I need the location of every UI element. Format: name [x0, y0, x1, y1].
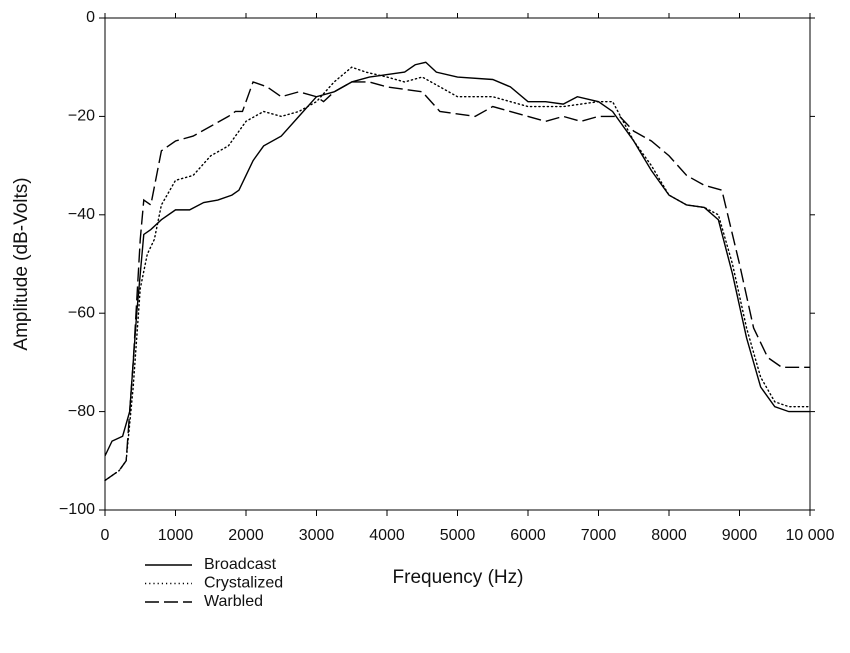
series-line	[104, 66, 811, 482]
x-axis-title: Frequency (Hz)	[393, 567, 524, 588]
y-tick-label: 0	[86, 9, 95, 26]
series-line	[104, 81, 810, 482]
x-tick-label: 2000	[228, 527, 264, 544]
x-tick-label: 1000	[158, 527, 194, 544]
plot-frame	[104, 17, 811, 511]
legend-label: Broadcast	[204, 556, 277, 573]
y-tick-label: −80	[68, 403, 95, 420]
series-line	[104, 61, 810, 457]
x-tick-label: 9000	[722, 527, 758, 544]
x-tick-label: 7000	[581, 527, 617, 544]
x-tick-label: 5000	[440, 527, 476, 544]
legend-label: Crystalized	[204, 575, 283, 592]
legend-label: Warbled	[204, 593, 263, 610]
y-tick-label: −20	[68, 108, 95, 125]
y-tick-label: −100	[59, 501, 95, 518]
x-tick-label: 4000	[369, 527, 405, 544]
x-tick-label: 0	[101, 527, 110, 544]
y-tick-label: −60	[68, 304, 95, 321]
y-tick-label: −40	[68, 206, 95, 223]
y-axis-title: Amplitude (dB-Volts)	[11, 177, 32, 350]
x-tick-label: 6000	[510, 527, 546, 544]
x-tick-label: 8000	[651, 527, 687, 544]
x-tick-label: 10 000	[786, 527, 835, 544]
x-tick-label: 3000	[299, 527, 335, 544]
